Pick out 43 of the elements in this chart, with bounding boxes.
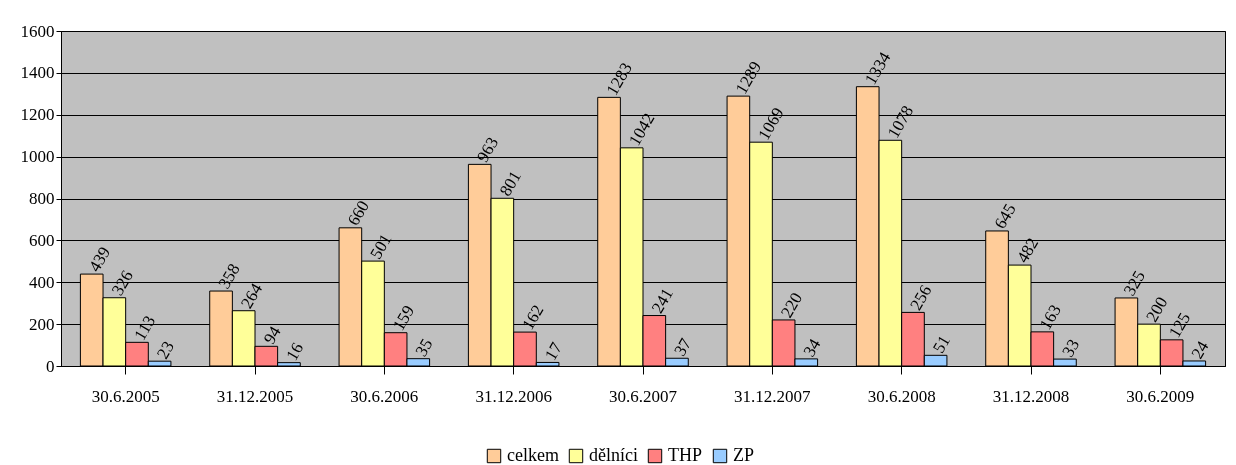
y-tick-label: 800 (29, 189, 55, 208)
x-tick-label: 30.6.2006 (350, 386, 419, 406)
data-label: 37 (670, 334, 696, 360)
data-label: 801 (495, 167, 525, 200)
data-label: 241 (647, 284, 677, 317)
data-label: 256 (906, 281, 936, 314)
x-tick-label: 31.12.2007 (734, 386, 812, 406)
y-tick-label: 0 (46, 356, 55, 376)
x-tick-label: 31.12.2006 (475, 386, 552, 406)
data-label: 220 (776, 289, 807, 321)
y-tick-label: 200 (29, 314, 55, 334)
y-tick-label: 1000 (20, 147, 55, 167)
data-label: 963 (473, 133, 503, 166)
data-label: 34 (799, 335, 825, 360)
data-label: 16 (282, 339, 308, 364)
legend-label: dělníci (589, 445, 638, 465)
data-label: 33 (1058, 335, 1084, 361)
data-label: 163 (1035, 301, 1065, 333)
y-tick-label: 1400 (20, 63, 55, 83)
y-tick-label: 400 (29, 272, 55, 292)
legend-label: THP (668, 445, 703, 465)
data-label: 660 (343, 197, 373, 229)
y-tick-label: 1600 (20, 21, 55, 41)
data-label: 159 (388, 302, 419, 334)
data-label: 264 (237, 279, 267, 312)
x-tick-label: 30.6.2005 (91, 386, 160, 406)
data-label: 501 (366, 230, 396, 263)
x-tick-label: 30.6.2009 (1126, 386, 1195, 406)
data-label: 17 (540, 338, 567, 364)
data-label: 94 (259, 322, 285, 348)
data-label: 645 (990, 200, 1020, 232)
data-label: 51 (928, 332, 954, 357)
data-label: 482 (1013, 234, 1043, 267)
legend-label: celkem (507, 445, 559, 465)
y-tick-label: 600 (29, 230, 55, 250)
x-tick-label: 31.12.2005 (216, 386, 294, 406)
data-label: 35 (411, 335, 437, 360)
x-tick-label: 31.12.2008 (992, 386, 1070, 406)
x-tick-label: 30.6.2008 (867, 386, 936, 406)
legend-label: ZP (733, 445, 755, 465)
data-label: 162 (518, 301, 548, 334)
y-tick-label: 1200 (20, 105, 55, 125)
x-tick-label: 30.6.2007 (609, 386, 678, 406)
